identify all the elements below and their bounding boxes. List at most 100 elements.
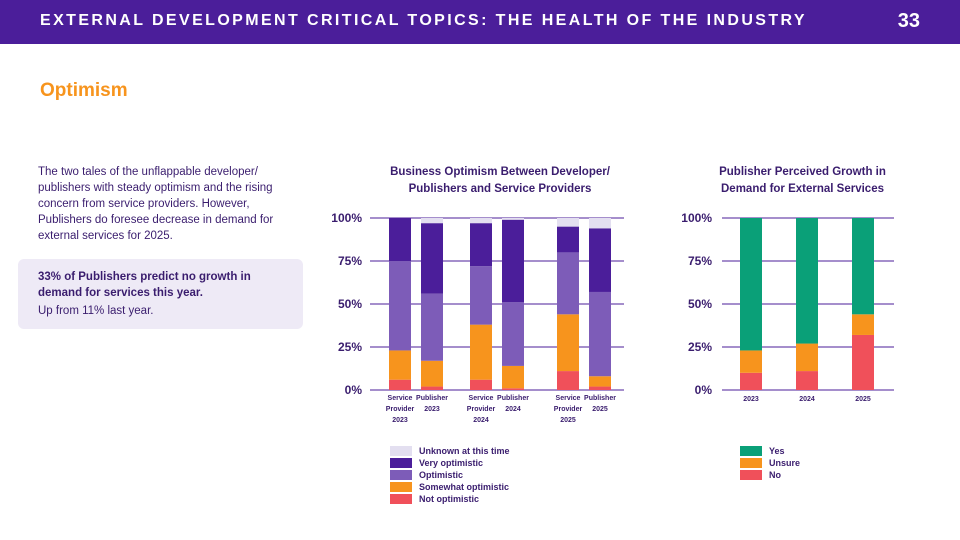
- chart1-x-tick-label: Publisher: [497, 395, 529, 402]
- chart1-legend-label: Somewhat optimistic: [419, 482, 510, 492]
- chart1-bar-not-optimistic: [557, 371, 579, 390]
- chart1-legend-item: Very optimistic: [390, 457, 510, 469]
- chart1-bar-somewhat-optimistic: [557, 314, 579, 372]
- chart1-bar-somewhat-optimistic: [470, 324, 492, 380]
- chart2-legend-label: No: [769, 470, 781, 480]
- chart2-title-line1: Publisher Perceived Growth in: [719, 166, 886, 178]
- chart2-legend-item: Yes: [740, 445, 800, 457]
- chart1-x-tick-label: Service: [556, 395, 581, 402]
- chart2-y-tick-label: 0%: [695, 383, 713, 397]
- chart2-x-tick-label: 2024: [799, 396, 815, 403]
- chart1-x-tick-label: Publisher: [416, 395, 448, 402]
- chart1-bar-very-optimistic: [470, 223, 492, 267]
- header-title: EXTERNAL DEVELOPMENT CRITICAL TOPICS: TH…: [40, 12, 807, 29]
- chart1-bar-optimistic: [557, 252, 579, 315]
- chart1-bar-somewhat-optimistic: [589, 376, 611, 387]
- chart1-y-tick-label: 50%: [338, 297, 362, 311]
- chart1-x-tick-label: Service: [469, 395, 494, 402]
- chart2-legend-item: No: [740, 469, 800, 481]
- chart1-legend-swatch: [390, 494, 412, 504]
- chart1-legend-swatch: [390, 458, 412, 468]
- chart2-y-tick-label: 75%: [688, 254, 712, 268]
- chart2-bar-yes: [852, 218, 874, 315]
- chart1-bar-not-optimistic: [470, 379, 492, 390]
- chart1-bar-unknown-at-this-time: [470, 218, 492, 224]
- chart2-legend-swatch: [740, 470, 762, 480]
- chart2-bar-unsure: [796, 343, 818, 372]
- chart1-bar-unknown-at-this-time: [557, 218, 579, 227]
- chart2-y-tick-label: 25%: [688, 340, 712, 354]
- chart2-x-tick-label: 2025: [855, 396, 871, 403]
- chart1-bar-very-optimistic: [389, 218, 411, 261]
- chart2-title: Publisher Perceived Growth in Demand for…: [680, 164, 925, 198]
- page-header: EXTERNAL DEVELOPMENT CRITICAL TOPICS: TH…: [0, 0, 960, 44]
- chart1-x-tick-label: 2024: [505, 406, 521, 413]
- chart1-bar-unknown-at-this-time: [589, 218, 611, 229]
- chart2-bar-unsure: [740, 350, 762, 373]
- callout-subtext: Up from 11% last year.: [38, 305, 154, 317]
- chart2-bar-yes: [740, 218, 762, 351]
- chart2-legend-item: Unsure: [740, 457, 800, 469]
- chart1-bar-very-optimistic: [589, 228, 611, 292]
- chart1-bar-not-optimistic: [421, 386, 443, 390]
- chart1-x-tick-label: 2025: [560, 417, 576, 424]
- chart2-bar-unsure: [852, 314, 874, 335]
- chart2-legend-label: Yes: [769, 446, 785, 456]
- chart1-legend-item: Unknown at this time: [390, 445, 510, 457]
- chart2-legend-swatch: [740, 446, 762, 456]
- chart1-title-line2: Publishers and Service Providers: [408, 183, 592, 195]
- chart1-legend-swatch: [390, 446, 412, 456]
- chart1-legend-label: Very optimistic: [419, 458, 484, 468]
- chart1-y-tick-label: 25%: [338, 340, 362, 354]
- chart1-x-tick-label: Provider: [554, 406, 583, 413]
- chart1-y-tick-label: 75%: [338, 254, 362, 268]
- chart1-bar-somewhat-optimistic: [421, 360, 443, 387]
- chart1-x-tick-label: Service: [388, 395, 413, 402]
- chart1-bar-somewhat-optimistic: [502, 365, 524, 389]
- chart1-bar-optimistic: [470, 266, 492, 325]
- chart2-bar-no: [796, 371, 818, 390]
- chart1-bar-optimistic: [389, 261, 411, 351]
- chart1-y-tick-label: 100%: [331, 211, 362, 225]
- chart1-bar-very-optimistic: [502, 219, 524, 303]
- chart1-x-tick-label: Provider: [467, 406, 496, 413]
- callout-headline: 33% of Publishers predict no growth in d…: [38, 271, 251, 299]
- chart1-bar-unknown-at-this-time: [502, 218, 524, 220]
- chart1-bar-optimistic: [421, 293, 443, 361]
- chart1-bar-very-optimistic: [421, 223, 443, 294]
- chart1-x-tick-label: 2024: [473, 417, 489, 424]
- chart1-bar-not-optimistic: [502, 388, 524, 390]
- chart1-x-tick-label: 2023: [424, 406, 440, 413]
- chart1-x-tick-label: Publisher: [584, 395, 616, 402]
- chart1-legend-item: Somewhat optimistic: [390, 481, 510, 493]
- chart1-bar-not-optimistic: [589, 386, 611, 390]
- chart1-legend-label: Not optimistic: [419, 494, 479, 504]
- chart1-legend-label: Optimistic: [419, 470, 464, 480]
- callout-box: 33% of Publishers predict no growth in d…: [18, 259, 303, 329]
- chart1-bar-unknown-at-this-time: [421, 218, 443, 224]
- page-number: 33: [897, 10, 920, 32]
- section-title: Optimism: [40, 80, 128, 101]
- chart1-bar-optimistic: [502, 302, 524, 366]
- chart2-legend: Yes Unsure No: [740, 445, 800, 481]
- chart1-title: Business Optimism Between Developer/ Pub…: [360, 164, 640, 198]
- chart1-legend-item: Not optimistic: [390, 493, 510, 505]
- chart2-y-tick-label: 100%: [681, 211, 712, 225]
- business-optimism-chart: 100% 75% 50% 25% 0% Service Provider 2023 Publis…: [331, 211, 624, 424]
- chart2-bar-no: [852, 334, 874, 390]
- chart1-bar-optimistic: [589, 291, 611, 377]
- chart1-legend-swatch: [390, 470, 412, 480]
- chart2-y-tick-label: 50%: [688, 297, 712, 311]
- chart2-bar-yes: [796, 218, 818, 344]
- chart1-legend: Unknown at this time Very optimistic Optim…: [390, 445, 510, 505]
- chart1-legend-swatch: [390, 482, 412, 492]
- chart2-legend-swatch: [740, 458, 762, 468]
- chart2-x-tick-label: 2023: [743, 396, 759, 403]
- chart2-title-line2: Demand for External Services: [721, 183, 884, 195]
- chart1-title-line1: Business Optimism Between Developer/: [390, 166, 610, 178]
- chart1-x-tick-label: 2023: [392, 417, 408, 424]
- chart2-legend-label: Unsure: [769, 458, 801, 468]
- chart1-bar-somewhat-optimistic: [389, 350, 411, 380]
- intro-paragraph: The two tales of the unflappable develop…: [38, 166, 274, 242]
- chart1-x-tick-label: 2025: [592, 406, 608, 413]
